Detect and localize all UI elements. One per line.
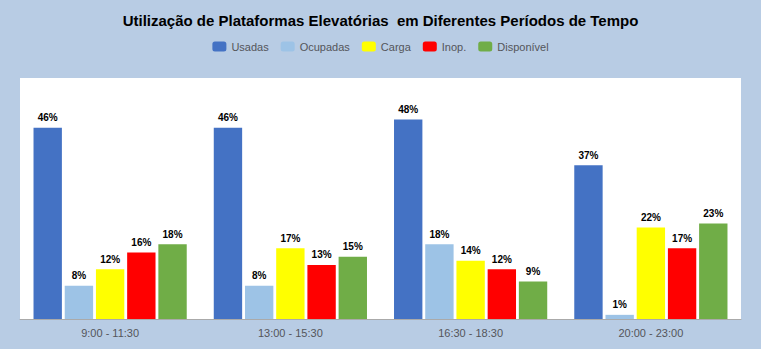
svg-text:16%: 16% bbox=[131, 237, 151, 248]
svg-text:20:00 - 23:00: 20:00 - 23:00 bbox=[618, 327, 683, 339]
svg-text:13:00 - 15:30: 13:00 - 15:30 bbox=[258, 327, 323, 339]
svg-text:8%: 8% bbox=[72, 270, 87, 281]
svg-text:Disponível: Disponível bbox=[497, 41, 548, 53]
svg-text:13%: 13% bbox=[312, 249, 332, 260]
svg-text:17%: 17% bbox=[280, 233, 300, 244]
svg-text:Usadas: Usadas bbox=[231, 41, 269, 53]
svg-text:22%: 22% bbox=[641, 212, 661, 223]
svg-text:46%: 46% bbox=[38, 112, 58, 123]
svg-text:15%: 15% bbox=[343, 241, 363, 252]
svg-text:14%: 14% bbox=[461, 245, 481, 256]
svg-text:46%: 46% bbox=[218, 112, 238, 123]
svg-text:12%: 12% bbox=[100, 254, 120, 265]
svg-text:1%: 1% bbox=[612, 299, 627, 310]
svg-text:Utilização de Plataformas Elev: Utilização de Plataformas Elevatórias em… bbox=[123, 12, 639, 29]
svg-text:37%: 37% bbox=[578, 150, 598, 161]
svg-text:Inop.: Inop. bbox=[442, 41, 466, 53]
svg-text:8%: 8% bbox=[252, 270, 267, 281]
svg-text:18%: 18% bbox=[429, 229, 449, 240]
svg-text:18%: 18% bbox=[163, 229, 183, 240]
svg-text:12%: 12% bbox=[492, 254, 512, 265]
svg-text:23%: 23% bbox=[703, 208, 723, 219]
svg-text:17%: 17% bbox=[672, 233, 692, 244]
svg-text:16:30 - 18:30: 16:30 - 18:30 bbox=[438, 327, 503, 339]
svg-text:48%: 48% bbox=[398, 104, 418, 115]
svg-text:9%: 9% bbox=[526, 266, 541, 277]
svg-text:Carga: Carga bbox=[381, 41, 412, 53]
svg-text:9:00 - 11:30: 9:00 - 11:30 bbox=[81, 327, 139, 339]
svg-text:Ocupadas: Ocupadas bbox=[300, 41, 351, 53]
